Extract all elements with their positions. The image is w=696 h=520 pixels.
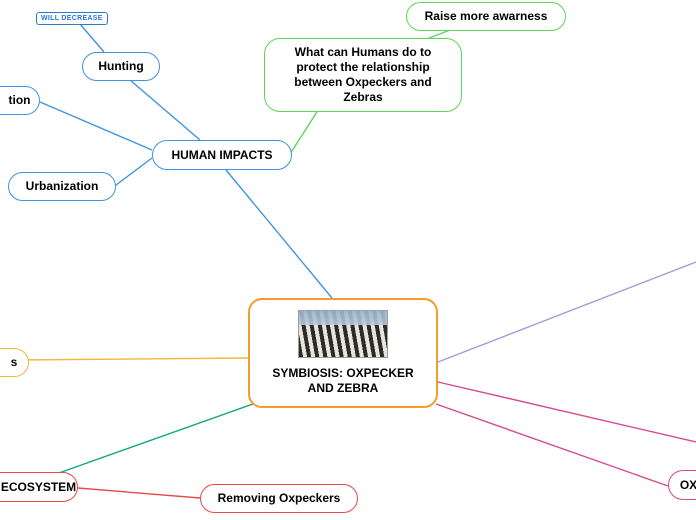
zebra-image: [298, 310, 388, 358]
node-label: What can Humans do to protect the relati…: [279, 45, 447, 105]
node-label: Removing Oxpeckers: [218, 491, 341, 506]
node-raise-awareness[interactable]: Raise more awarness: [406, 2, 566, 31]
node-label: Raise more awarness: [425, 9, 548, 24]
node-label: ECOSYSTEM: [1, 480, 76, 495]
node-partial-tion[interactable]: tion: [0, 86, 40, 115]
node-ecosystem[interactable]: ECOSYSTEM: [0, 472, 78, 502]
node-label: Hunting: [98, 59, 143, 74]
node-label: tion: [9, 93, 31, 108]
mindmap-canvas: WILL DECREASE SYMBIOSIS: OXPECKER AND ZE…: [0, 0, 696, 520]
central-node[interactable]: SYMBIOSIS: OXPECKER AND ZEBRA: [248, 298, 438, 408]
node-removing-oxpeckers[interactable]: Removing Oxpeckers: [200, 484, 358, 513]
will-decrease-badge: WILL DECREASE: [36, 12, 108, 25]
central-node-label: SYMBIOSIS: OXPECKER AND ZEBRA: [266, 366, 420, 396]
node-partial-s[interactable]: s: [0, 348, 29, 377]
node-urbanization[interactable]: Urbanization: [8, 172, 116, 201]
node-label: OXP: [680, 478, 696, 493]
node-label: HUMAN IMPACTS: [171, 148, 272, 163]
node-label: s: [11, 355, 18, 370]
node-protect-relationship[interactable]: What can Humans do to protect the relati…: [264, 38, 462, 112]
node-hunting[interactable]: Hunting: [82, 52, 160, 81]
node-human-impacts[interactable]: HUMAN IMPACTS: [152, 140, 292, 170]
node-label: Urbanization: [26, 179, 99, 194]
node-partial-oxp[interactable]: OXP: [668, 470, 696, 500]
